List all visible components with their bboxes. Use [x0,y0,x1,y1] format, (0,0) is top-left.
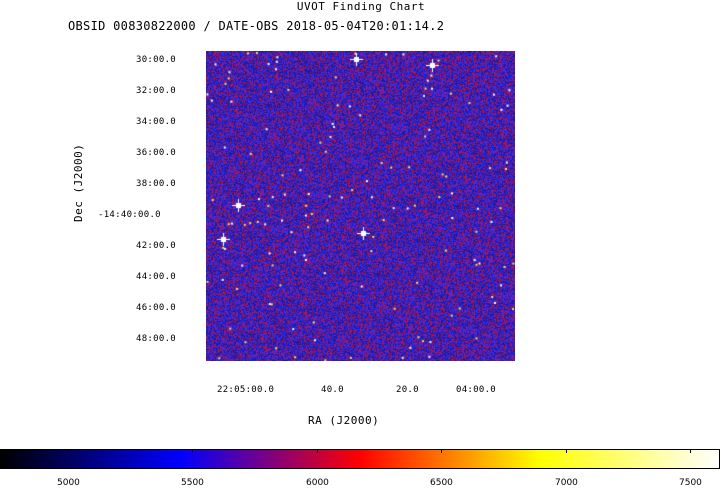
colorbar-tick-label: 6000 [306,478,329,488]
y-tick-label: 36:00.0 [136,148,177,158]
y-tick-label: 38:00.0 [136,179,177,189]
colorbar-tick [566,449,567,453]
colorbar-tick-label: 6500 [430,478,453,488]
y-tick-label: 44:00.0 [136,272,177,282]
y-axis-label: Dec (J2000) [72,143,85,222]
chart-title: UVOT Finding Chart [296,0,426,13]
sky-image-canvas [206,51,515,361]
y-tick-label: -14:40:00.0 [98,210,161,220]
chart-subtitle: OBSID 00830822000 / DATE-OBS 2018-05-04T… [68,19,445,33]
x-tick-label: 04:00.0 [456,385,497,395]
x-axis-label: RA (J2000) [308,414,380,427]
colorbar-tick-label: 7500 [679,478,702,488]
colorbar [0,449,720,469]
y-tick-label: 30:00.0 [136,55,177,65]
sky-image [206,51,515,361]
colorbar-tick [317,449,318,453]
x-tick-label: 20.0 [396,385,419,395]
y-tick-label: 46:00.0 [136,303,177,313]
x-tick-label: 22:05:00.0 [217,385,275,395]
y-tick-label: 34:00.0 [136,117,177,127]
x-tick-label: 40.0 [321,385,344,395]
colorbar-tick-label: 5000 [57,478,80,488]
y-tick-label: 32:00.0 [136,86,177,96]
y-tick-label: 48:00.0 [136,334,177,344]
colorbar-tick [690,449,691,453]
colorbar-tick-label: 5500 [181,478,204,488]
colorbar-tick [68,449,69,453]
colorbar-tick-label: 7000 [555,478,578,488]
y-tick-label: 42:00.0 [136,241,177,251]
colorbar-tick [441,449,442,453]
colorbar-tick [192,449,193,453]
